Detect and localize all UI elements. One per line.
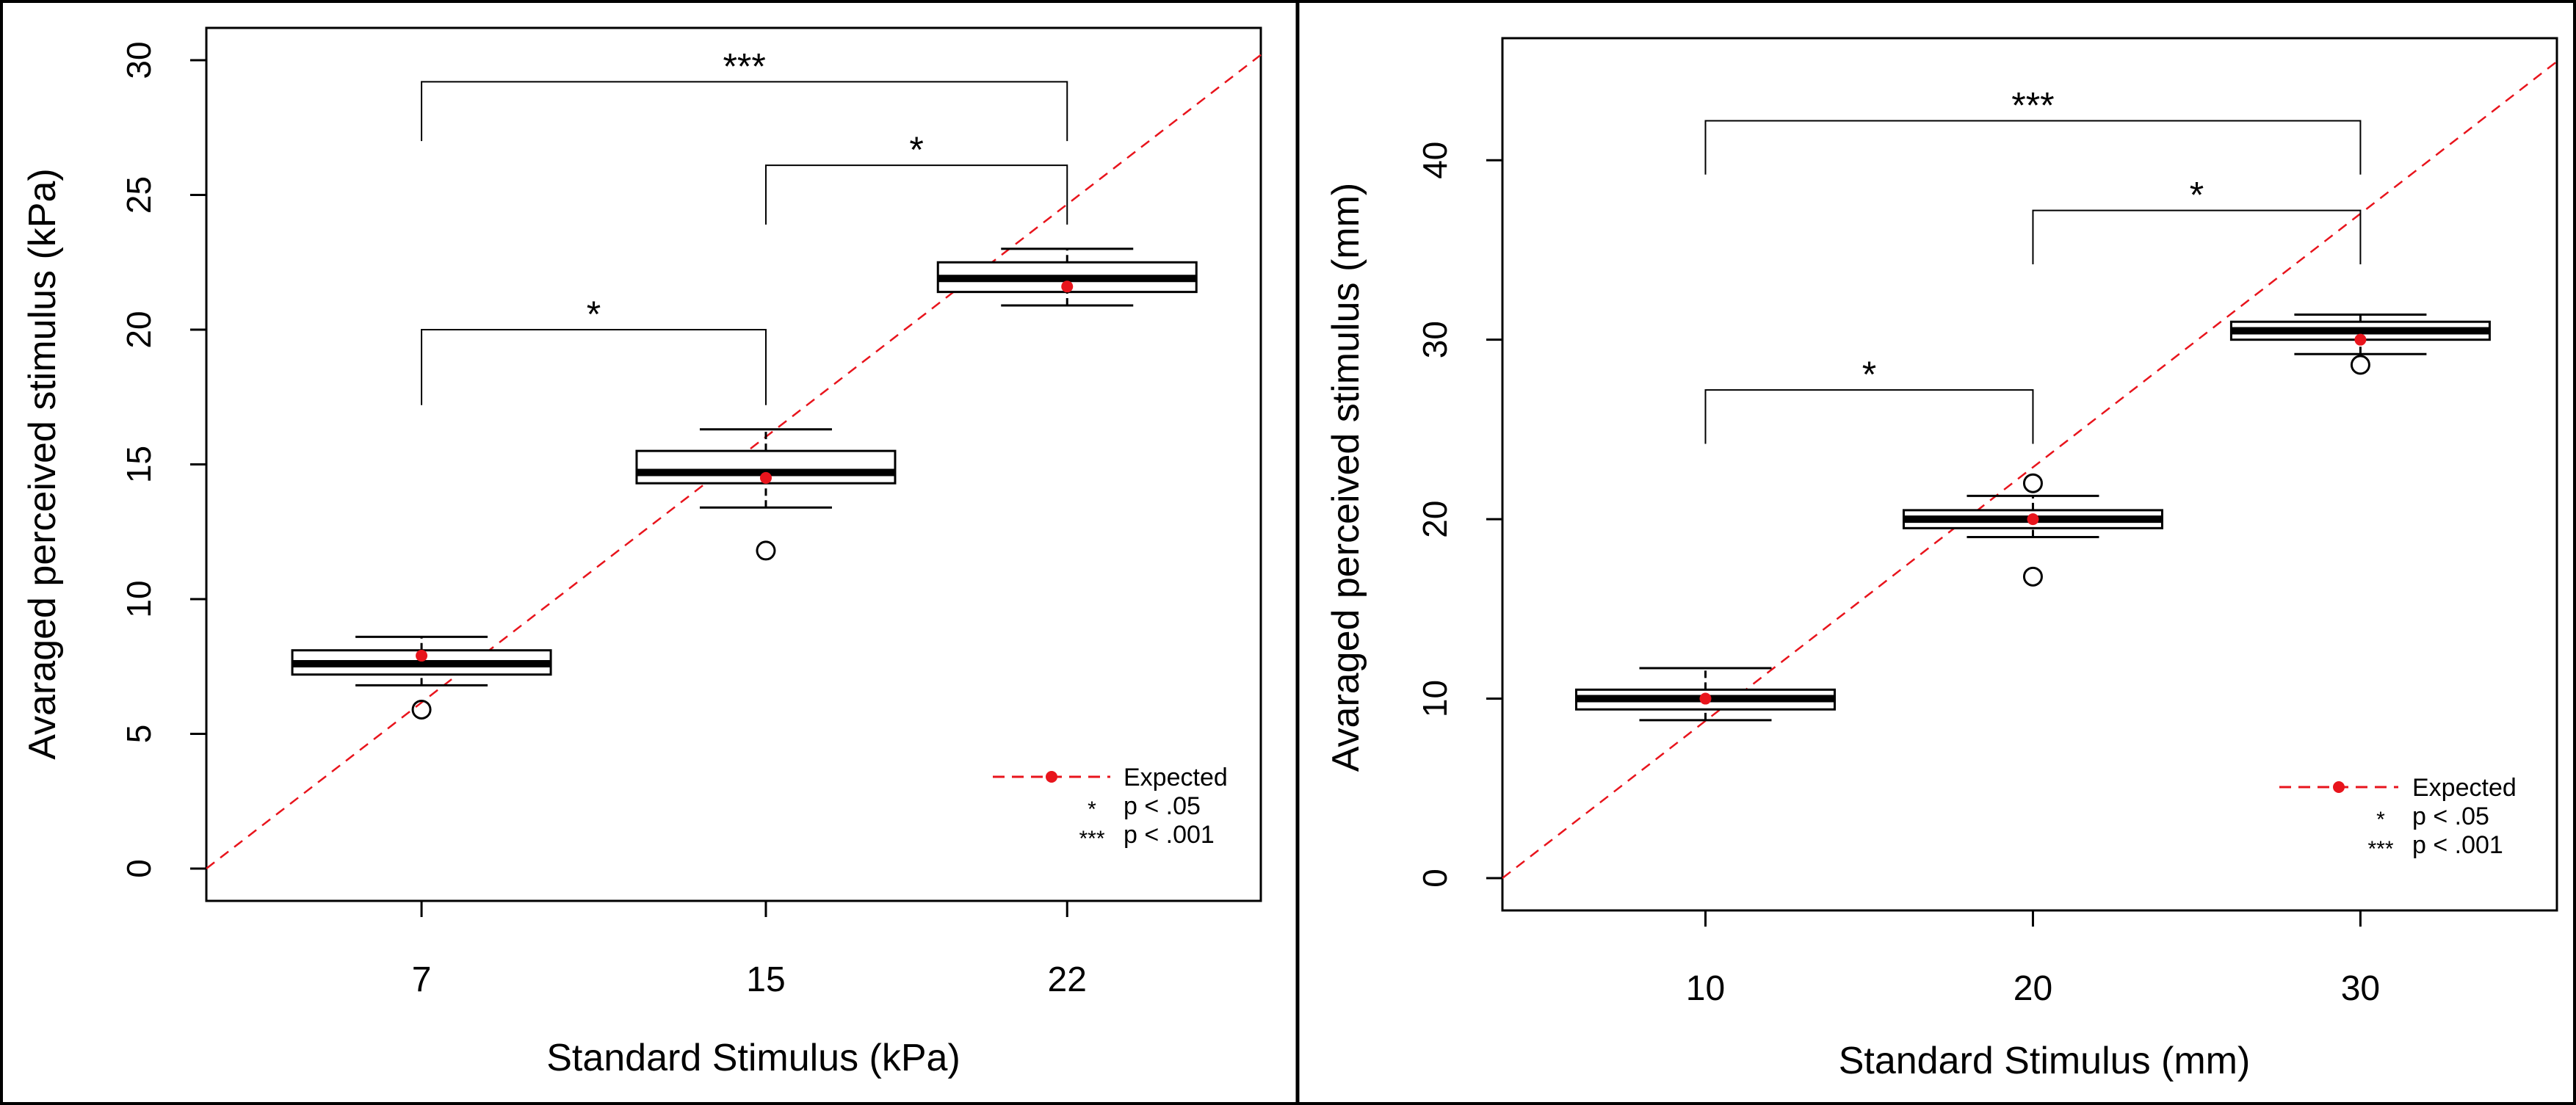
significance-bracket: * bbox=[2032, 175, 2362, 264]
legend-expected-dot bbox=[2333, 781, 2345, 793]
legend-p05-label: p < .05 bbox=[2412, 803, 2489, 830]
y-tick-label: 10 bbox=[1416, 680, 1454, 717]
x-tick-label: 10 bbox=[1686, 969, 1725, 1008]
legend: Expected * p < .05 *** p < .001 bbox=[993, 764, 1228, 851]
legend-p001-label: p < .001 bbox=[2412, 831, 2503, 859]
box-22 bbox=[936, 247, 1198, 307]
expected-line bbox=[1502, 60, 2558, 879]
bracket-line bbox=[2032, 209, 2362, 264]
significance-label: *** bbox=[2011, 84, 2054, 126]
legend-p05-label: p < .05 bbox=[1124, 792, 1201, 820]
y-tick-label: 15 bbox=[120, 446, 158, 483]
legend-p001-label: p < .001 bbox=[1124, 821, 1215, 849]
outlier-point bbox=[411, 699, 432, 720]
legend-p05-symbol: * bbox=[1088, 797, 1096, 822]
legend-p001-symbol: *** bbox=[1079, 827, 1104, 851]
legend: Expected * p < .05 *** p < .001 bbox=[2279, 774, 2517, 861]
significance-bracket: * bbox=[1704, 354, 2034, 444]
x-axis-label: Standard Stimulus (mm) bbox=[1839, 1040, 2251, 1082]
outlier-point bbox=[2022, 566, 2043, 587]
significance-bracket: *** bbox=[1704, 84, 2362, 175]
significance-label: * bbox=[909, 129, 923, 170]
legend-p001-symbol: *** bbox=[2367, 837, 2393, 861]
x-tick-label: 20 bbox=[2014, 969, 2052, 1008]
x-tick-label: 7 bbox=[412, 960, 432, 999]
y-tick-label: 25 bbox=[120, 176, 158, 214]
y-tick-label: 20 bbox=[120, 311, 158, 348]
mean-point bbox=[416, 650, 428, 662]
box-20 bbox=[1902, 473, 2163, 587]
y-tick-label: 20 bbox=[1416, 501, 1454, 538]
significance-label: * bbox=[2190, 175, 2204, 216]
bracket-line bbox=[1704, 389, 2034, 444]
y-axis-label: Avaraged perceived stimulus (mm) bbox=[1325, 183, 1367, 772]
y-tick-label: 0 bbox=[120, 859, 158, 878]
significance-label: * bbox=[587, 294, 601, 335]
box-10 bbox=[1574, 667, 1836, 722]
y-tick-label: 0 bbox=[1416, 869, 1454, 888]
x-tick-label: 30 bbox=[2341, 969, 2380, 1008]
significance-bracket: * bbox=[764, 129, 1068, 225]
bracket-line bbox=[421, 329, 767, 405]
box-7 bbox=[291, 635, 552, 720]
y-axis-label: Avaraged perceived stimulus (kPa) bbox=[21, 168, 64, 759]
legend-expected-label: Expected bbox=[2412, 774, 2517, 802]
plot-frame bbox=[1501, 37, 2558, 912]
significance-label: * bbox=[1862, 354, 1876, 395]
legend-p05-symbol: * bbox=[2376, 808, 2385, 832]
x-tick-label: 15 bbox=[746, 960, 785, 999]
box-15 bbox=[635, 428, 897, 561]
bracket-line bbox=[764, 164, 1068, 225]
outlier-point bbox=[2350, 355, 2370, 375]
y-tick-label: 30 bbox=[120, 41, 158, 79]
y-tick-label: 40 bbox=[1416, 142, 1454, 179]
y-tick-label: 10 bbox=[120, 580, 158, 617]
outlier-point bbox=[756, 540, 776, 561]
y-tick-label: 30 bbox=[1416, 321, 1454, 358]
x-axis-label: Standard Stimulus (kPa) bbox=[546, 1037, 960, 1079]
significance-label: *** bbox=[723, 46, 765, 87]
outlier-point bbox=[2022, 473, 2043, 493]
legend-expected-label: Expected bbox=[1124, 764, 1228, 791]
mean-point bbox=[1699, 692, 1712, 705]
significance-bracket: * bbox=[421, 294, 767, 405]
y-tick-label: 5 bbox=[120, 725, 158, 744]
bracket-line bbox=[421, 81, 1068, 142]
x-tick-label: 22 bbox=[1048, 960, 1087, 999]
significance-bracket: *** bbox=[421, 46, 1068, 142]
mean-point bbox=[759, 471, 772, 484]
box-30 bbox=[2229, 313, 2491, 375]
mean-point bbox=[1061, 280, 1074, 293]
bracket-line bbox=[1704, 120, 2362, 175]
mean-point bbox=[2027, 513, 2039, 526]
mean-point bbox=[2354, 333, 2367, 346]
legend-expected-dot bbox=[1046, 771, 1057, 783]
